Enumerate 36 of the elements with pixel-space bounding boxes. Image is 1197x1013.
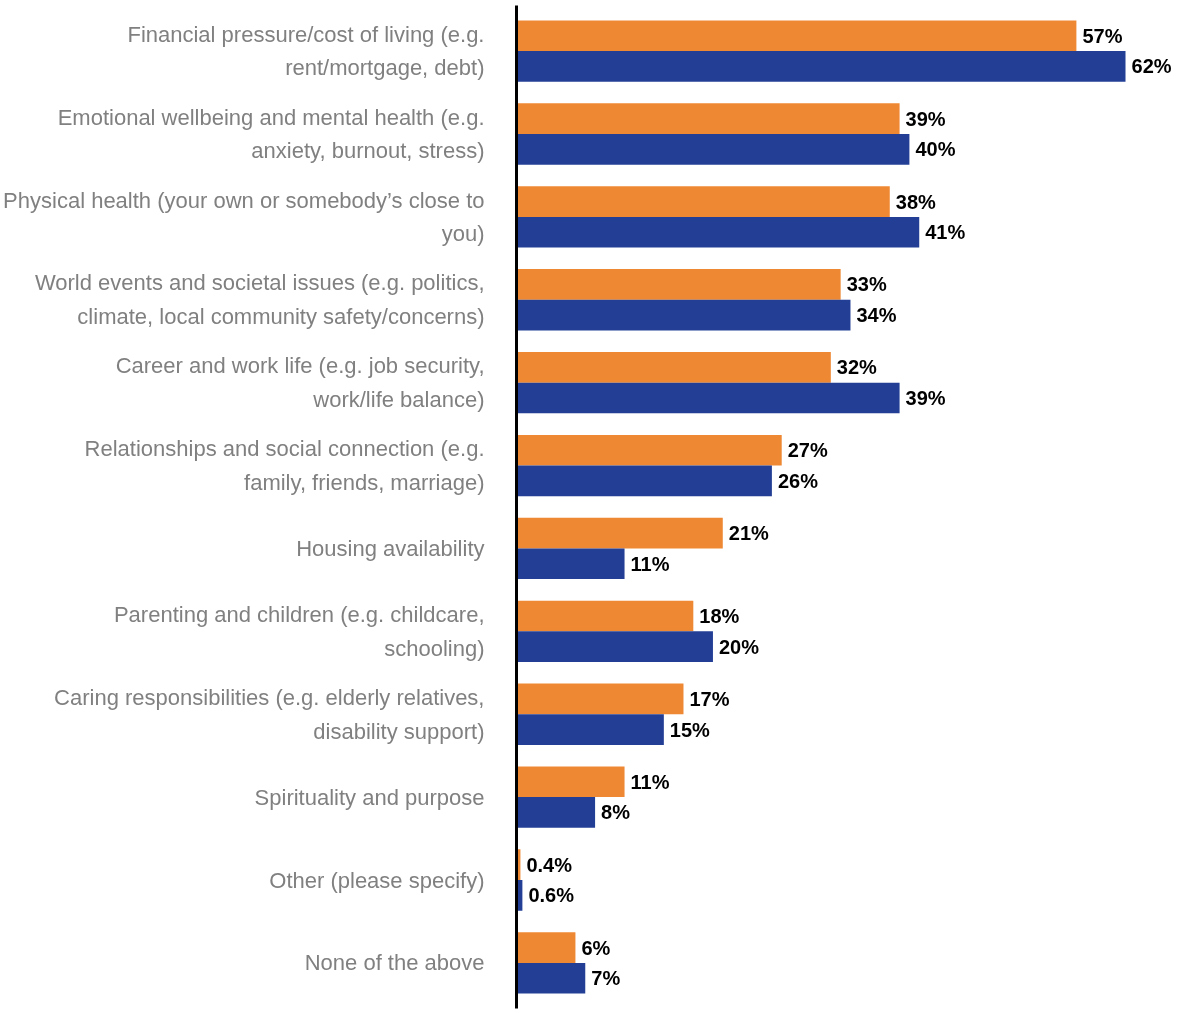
data-label: 32% [836, 356, 878, 379]
data-label: 40% [915, 138, 956, 161]
data-label: 62% [1131, 55, 1172, 78]
y-tick-label: Caring responsibilities (e.g. elderly relatives, disability support) [54, 684, 485, 744]
data-label: 11% [630, 770, 670, 793]
y-tick-label: Emotional wellbeing and mental health (e.g. anxiety, burnout, stress) [57, 104, 485, 164]
data-label: 39% [905, 107, 946, 130]
data-label: 8% [601, 801, 631, 824]
data-label: 6% [581, 936, 611, 959]
data-label: 33% [846, 273, 887, 296]
data-label: 18% [699, 605, 740, 627]
y-tick-label: Career and work life (e.g. job security, work/life balance) [115, 353, 485, 413]
data-label: 38% [895, 190, 937, 213]
data-label: 41% [925, 221, 966, 244]
data-label: 57% [1082, 24, 1123, 47]
y-tick-label: Relationships and social connection (e.g. family, friends, marriage) [84, 436, 485, 495]
data-label: 26% [777, 469, 819, 492]
data-label: 17% [689, 687, 730, 710]
data-label: 20% [718, 635, 760, 658]
data-label: 21% [728, 522, 770, 545]
y-tick-label: Physical health (your own or somebody’s close to you) [3, 187, 485, 247]
data-label: 0.6% [528, 884, 575, 907]
data-label: 39% [905, 387, 946, 409]
y-tick-label: Spirituality and purpose [254, 784, 485, 810]
data-label: 15% [669, 718, 711, 741]
y-tick-label: Housing availability [296, 535, 485, 561]
data-label: 11% [630, 552, 670, 575]
y-tick-label: Parenting and children (e.g. childcare, schooling) [113, 601, 485, 661]
y-tick-label: World events and societal issues (e.g. politics, climate, local community safety/concerns) [34, 270, 485, 330]
y-tick-label: Other (please specify) [269, 867, 485, 893]
data-label: 27% [787, 439, 828, 462]
data-label: 0.4% [526, 853, 573, 876]
data-label: 7% [591, 967, 621, 990]
y-tick-label: None of the above [304, 950, 485, 976]
y-tick-label: Financial pressure/cost of living (e.g. rent/mortgage, debt) [127, 21, 485, 81]
data-label: 34% [856, 304, 897, 327]
